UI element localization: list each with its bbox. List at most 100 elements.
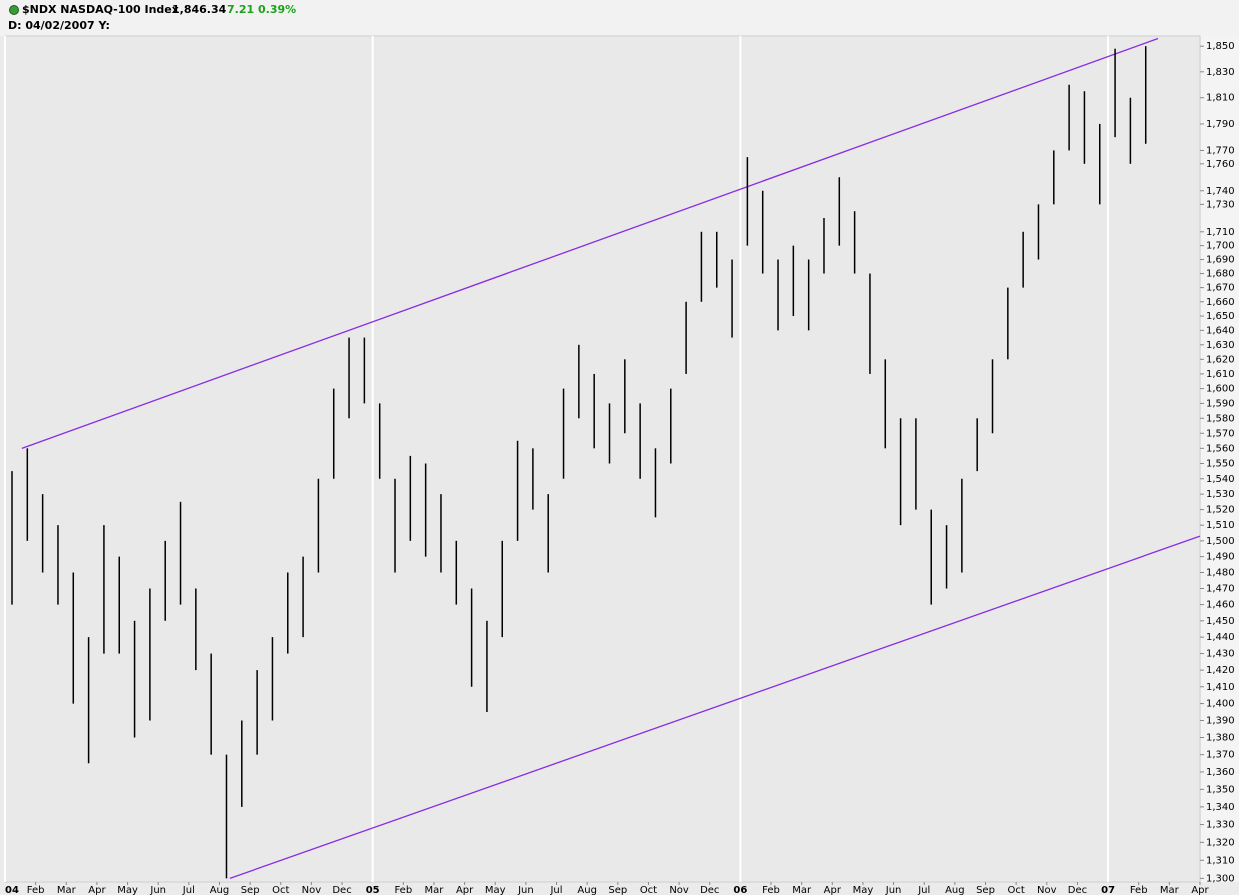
y-tick-label: 1,610 xyxy=(1206,369,1235,380)
y-tick-label: 1,770 xyxy=(1206,145,1235,156)
percent: 0.39% xyxy=(258,3,296,16)
x-tick-label: Mar xyxy=(792,885,812,895)
y-tick-label: 1,510 xyxy=(1206,520,1235,531)
y-tick-label: 1,360 xyxy=(1206,767,1235,778)
x-tick-label: May xyxy=(853,885,874,895)
y-tick-label: 1,850 xyxy=(1206,41,1235,52)
y-tick-label: 1,480 xyxy=(1206,568,1235,579)
x-tick-label: Nov xyxy=(669,885,689,895)
y-tick-label: 1,520 xyxy=(1206,505,1235,516)
y-tick-label: 1,600 xyxy=(1206,384,1235,395)
y-tick-label: 1,580 xyxy=(1206,413,1235,424)
y-tick-label: 1,740 xyxy=(1206,186,1235,197)
x-tick-label: Sep xyxy=(608,885,627,895)
x-tick-label: Oct xyxy=(272,885,289,895)
x-tick-label: Feb xyxy=(27,885,45,895)
y-tick-label: 1,680 xyxy=(1206,269,1235,280)
x-tick-label: Aug xyxy=(945,885,965,895)
x-tick-label: May xyxy=(485,885,506,895)
x-tick-label: Apr xyxy=(88,885,106,895)
y-tick-label: 1,530 xyxy=(1206,489,1235,500)
x-tick-label: 07 xyxy=(1101,885,1115,895)
y-tick-label: 1,490 xyxy=(1206,552,1235,563)
x-tick-label: May xyxy=(117,885,138,895)
x-tick-label: Mar xyxy=(425,885,445,895)
y-tick-label: 1,630 xyxy=(1206,340,1235,351)
y-tick-label: 1,620 xyxy=(1206,354,1235,365)
y-tick-label: 1,790 xyxy=(1206,119,1235,130)
y-tick-label: 1,660 xyxy=(1206,297,1235,308)
y-tick-label: 1,560 xyxy=(1206,443,1235,454)
y-tick-label: 1,650 xyxy=(1206,311,1235,322)
y-tick-label: 1,570 xyxy=(1206,428,1235,439)
x-tick-label: Jul xyxy=(182,885,195,895)
x-tick-label: Mar xyxy=(57,885,77,895)
axis-panel xyxy=(1201,36,1239,882)
x-tick-label: Feb xyxy=(1130,885,1148,895)
y-tick-label: 1,410 xyxy=(1206,682,1235,693)
y-tick-label: 1,470 xyxy=(1206,583,1235,594)
header-bar xyxy=(0,0,1239,36)
plot-area xyxy=(4,35,1201,883)
y-tick-label: 1,540 xyxy=(1206,474,1235,485)
x-tick-label: Oct xyxy=(1008,885,1025,895)
y-tick-label: 1,390 xyxy=(1206,715,1235,726)
x-tick-label: Feb xyxy=(394,885,412,895)
x-tick-label: Jun xyxy=(517,885,534,895)
x-tick-label: Aug xyxy=(577,885,597,895)
symbol: $NDX NASDAQ-100 Index xyxy=(22,3,179,16)
y-tick-label: 1,500 xyxy=(1206,536,1235,547)
y-tick-label: 1,810 xyxy=(1206,93,1235,104)
x-tick-label: Jul xyxy=(549,885,562,895)
y-tick-label: 1,550 xyxy=(1206,458,1235,469)
y-tick-label: 1,340 xyxy=(1206,802,1235,813)
x-tick-label: Jul xyxy=(917,885,930,895)
y-tick-label: 1,670 xyxy=(1206,283,1235,294)
y-tick-label: 1,350 xyxy=(1206,784,1235,795)
info: D: 04/02/2007 Y: xyxy=(8,19,110,32)
y-tick-label: 1,310 xyxy=(1206,855,1235,866)
y-tick-label: 1,400 xyxy=(1206,699,1235,710)
y-tick-label: 1,300 xyxy=(1206,873,1235,884)
x-tick-label: 04 xyxy=(5,885,19,895)
x-tick-label: Mar xyxy=(1160,885,1180,895)
y-tick-label: 1,700 xyxy=(1206,241,1235,252)
x-tick-label: 06 xyxy=(733,885,747,895)
x-tick-label: Feb xyxy=(762,885,780,895)
y-tick-label: 1,420 xyxy=(1206,665,1235,676)
x-tick-label: Dec xyxy=(332,885,351,895)
x-tick-label: Oct xyxy=(640,885,657,895)
trend-line xyxy=(21,37,1159,449)
y-tick-label: 1,760 xyxy=(1206,159,1235,170)
last-price: 1,846.34 xyxy=(172,3,227,16)
y-tick-label: 1,830 xyxy=(1206,67,1235,78)
x-tick-label: Apr xyxy=(1191,885,1209,895)
status-icon xyxy=(9,5,19,15)
x-tick-label: Dec xyxy=(700,885,719,895)
x-tick-label: Apr xyxy=(824,885,842,895)
change: 7.21 xyxy=(227,3,254,16)
x-tick-label: Jun xyxy=(885,885,902,895)
trend-line xyxy=(229,535,1201,879)
y-tick-label: 1,430 xyxy=(1206,649,1235,660)
x-tick-label: Nov xyxy=(1037,885,1057,895)
y-tick-label: 1,320 xyxy=(1206,837,1235,848)
y-tick-label: 1,440 xyxy=(1206,632,1235,643)
y-tick-label: 1,640 xyxy=(1206,325,1235,336)
x-tick-label: Dec xyxy=(1068,885,1087,895)
y-tick-label: 1,380 xyxy=(1206,733,1235,744)
y-tick-label: 1,730 xyxy=(1206,199,1235,210)
y-tick-label: 1,710 xyxy=(1206,227,1235,238)
x-tick-label: Apr xyxy=(456,885,474,895)
x-tick-label: Sep xyxy=(976,885,995,895)
y-tick-label: 1,330 xyxy=(1206,820,1235,831)
y-tick-label: 1,450 xyxy=(1206,616,1235,627)
y-tick-label: 1,590 xyxy=(1206,398,1235,409)
x-tick-label: Aug xyxy=(210,885,230,895)
y-tick-label: 1,690 xyxy=(1206,255,1235,266)
x-tick-label: Nov xyxy=(302,885,322,895)
y-tick-label: 1,460 xyxy=(1206,600,1235,611)
x-tick-label: Sep xyxy=(241,885,260,895)
y-tick-label: 1,370 xyxy=(1206,750,1235,761)
